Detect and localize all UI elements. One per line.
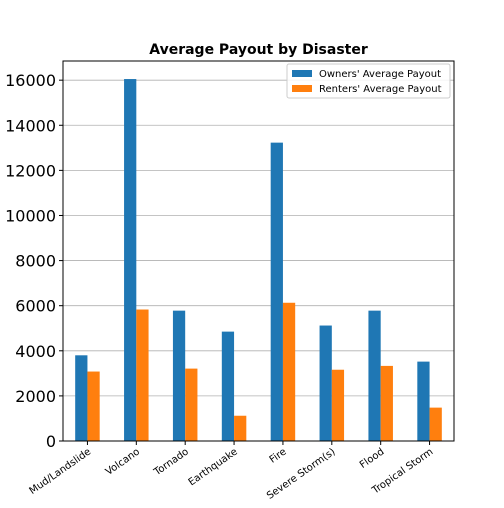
y-tick-label: 16000: [5, 71, 56, 90]
x-tick-label: Tornado: [152, 446, 191, 478]
plot-frame: [63, 61, 454, 441]
y-tick-label: 6000: [15, 297, 56, 316]
bars: [75, 79, 442, 441]
bar-owners: [271, 143, 283, 441]
x-tick-label: Fire: [268, 446, 289, 465]
bar-renters: [87, 372, 99, 441]
y-tick-label: 0: [46, 432, 56, 451]
bar-owners: [222, 332, 234, 441]
y-tick-label: 4000: [15, 342, 56, 361]
legend: Owners' Average Payout Renters' Average P…: [287, 64, 450, 98]
x-tick-label: Volcano: [104, 446, 142, 477]
x-tick-label: Mud/Landslide: [28, 446, 94, 497]
legend-label: Renters' Average Payout: [319, 84, 442, 95]
bar-owners: [320, 326, 332, 441]
bar-owners: [417, 362, 429, 441]
y-tick-label: 14000: [5, 116, 56, 135]
bar-renters: [283, 303, 295, 441]
y-tick-label: 8000: [15, 252, 56, 271]
bar-owners: [124, 79, 136, 441]
bar-renters: [136, 310, 148, 441]
bar-renters: [332, 370, 344, 441]
bar-renters: [185, 369, 197, 441]
grid: [63, 80, 454, 441]
bar-owners: [368, 311, 380, 441]
chart-title: Average Payout by Disaster: [149, 42, 368, 58]
y-axis: 0 2000 4000 6000 8000 10000 12000 14000 16000: [5, 71, 63, 451]
y-tick-label: 2000: [15, 387, 56, 406]
x-tick-label: Flood: [358, 446, 387, 471]
x-tick-label: Earthquake: [187, 446, 240, 488]
legend-swatch: [292, 70, 312, 77]
legend-swatch: [292, 85, 312, 92]
y-tick-label: 10000: [5, 206, 56, 225]
legend-label: Owners' Average Payout: [319, 69, 441, 80]
bar-owners: [75, 355, 87, 441]
bar-renters: [234, 416, 246, 441]
bar-owners: [173, 311, 185, 441]
bar-renters: [430, 408, 442, 441]
y-tick-label: 12000: [5, 161, 56, 180]
bar-renters: [381, 366, 393, 441]
